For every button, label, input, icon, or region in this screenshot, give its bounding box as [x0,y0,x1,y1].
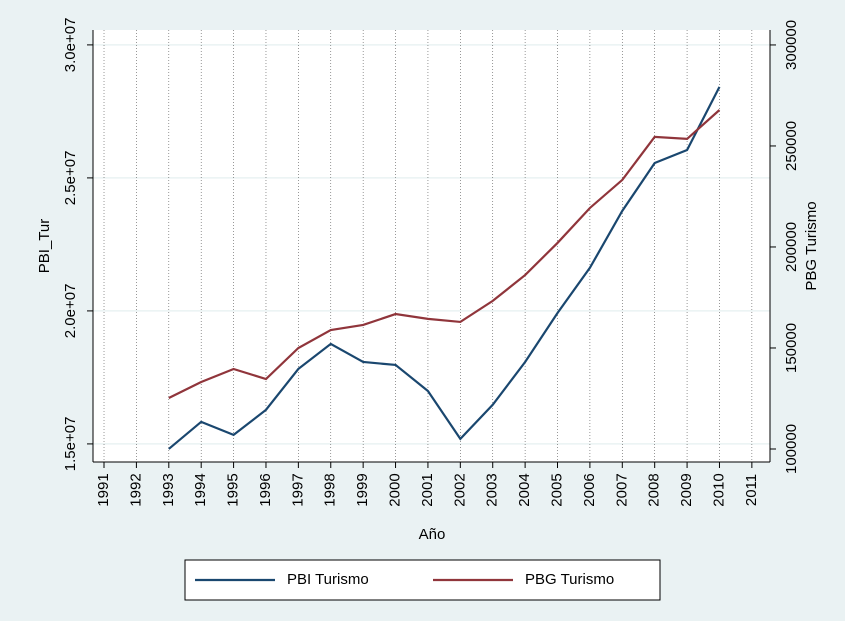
x-tick-label: 2006 [581,473,598,506]
x-tick-label: 2010 [710,473,727,506]
y-tick-label: 2.0e+07 [62,284,79,339]
x-tick-label: 2011 [743,474,760,506]
x-tick-label: 1992 [127,473,144,506]
x-tick-label: 2005 [548,473,565,506]
x-tick-label: 1999 [354,473,371,506]
y2-tick-label: 100000 [783,424,800,474]
x-tick-label: 2009 [678,473,695,506]
y2-tick-label: 150000 [783,323,800,373]
y2-tick-label: 200000 [783,222,800,272]
x-tick-label: 2008 [646,473,663,506]
x-tick-label: 1998 [322,473,339,506]
x-tick-label: 2000 [387,473,404,506]
y2-axis-title: PBG Turismo [803,201,820,290]
x-axis-title: Año [419,526,446,543]
x-tick-label: 1994 [192,473,209,506]
line [168,86,721,450]
x-tick-label: 2002 [451,473,468,506]
x-tick-label: 2003 [484,473,501,506]
y2-tick-label: 250000 [783,121,800,171]
legend-label: PBG Turismo [525,571,614,588]
y-axis-title: PBI_Tur [36,219,53,273]
x-tick-label: 2001 [419,473,436,506]
plot-area [93,30,770,462]
x-tick-label: 2007 [613,473,630,506]
x-tick-label: 1997 [289,473,306,506]
line [168,109,721,399]
y-tick-label: 1.5e+07 [62,417,79,472]
x-tick-label: 2004 [516,473,533,506]
x-tick-label: 1995 [225,473,242,506]
y-tick-label: 3.0e+07 [62,18,79,73]
x-tick-label: 1996 [257,473,274,506]
y-tick-label: 2.5e+07 [62,151,79,206]
y2-tick-label: 300000 [783,20,800,70]
x-tick-label: 1991 [95,473,112,506]
x-tick-label: 1993 [160,473,177,506]
legend-label: PBI Turismo [287,571,369,588]
